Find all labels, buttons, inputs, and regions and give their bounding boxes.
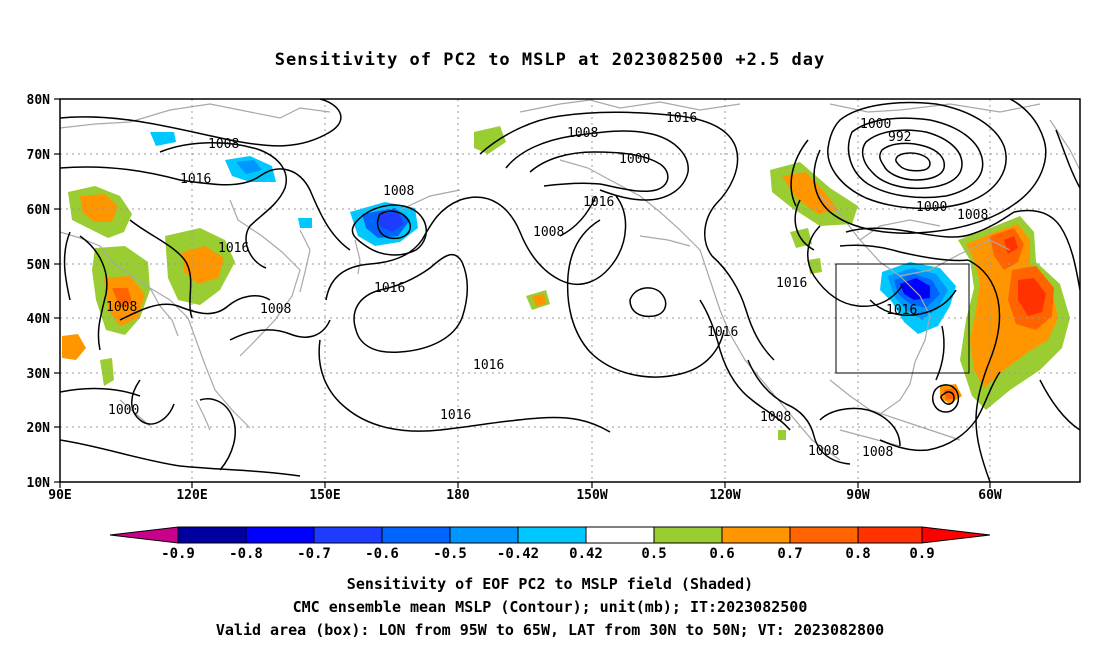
colorbar: -0.9 -0.8 -0.7 -0.6 -0.5 -0.42 0.42 0.5 … [109, 526, 991, 562]
colorbar-swatch [857, 526, 923, 544]
lat-tick-label: 70N [27, 148, 51, 163]
contour-label: 1016 [374, 281, 405, 296]
contour-label: 992 [888, 130, 911, 145]
colorbar-tick-label: -0.42 [497, 546, 539, 562]
contour-label: 1008 [567, 126, 598, 141]
colorbar-tick-label: 0.7 [777, 546, 802, 562]
contour-label: 1016 [218, 241, 249, 256]
colorbar-swatch [449, 526, 519, 544]
lat-tick-label: 20N [27, 421, 51, 436]
lon-tick-label: 90E [48, 488, 71, 503]
contour-label: 1000 [619, 152, 650, 167]
colorbar-swatch [245, 526, 315, 544]
colorbar-tick-label: -0.7 [297, 546, 331, 562]
lat-tick-label: 30N [27, 367, 51, 382]
lon-tick-label: 150E [309, 488, 340, 503]
valid-area-box [835, 263, 970, 374]
lon-tick-label: 90W [846, 488, 870, 503]
lon-tick-label: 180 [446, 488, 470, 503]
contour-label: 1008 [383, 184, 414, 199]
lat-tick-label: 50N [27, 258, 51, 273]
contour-label: 1008 [260, 302, 291, 317]
contour-label: 1008 [862, 445, 893, 460]
lon-tick-label: 120E [176, 488, 207, 503]
lat-tick-label: 60N [27, 203, 51, 218]
caption-valid-area: Valid area (box): LON from 95W to 65W, L… [215, 621, 885, 639]
colorbar-high-arrow [921, 526, 991, 544]
colorbar-tick-label: -0.9 [161, 546, 195, 562]
colorbar-swatch [381, 526, 451, 544]
contour-label: 1000 [860, 117, 891, 132]
contour-label-group: 1008 1016 1008 1016 1008 1000 1008 1016 … [106, 111, 988, 460]
contour-label: 1008 [106, 300, 137, 315]
colorbar-swatch [517, 526, 587, 544]
colorbar-swatch [585, 526, 655, 544]
contour-label: 1016 [440, 408, 471, 423]
contour-label: 1000 [916, 200, 947, 215]
axis-ticks [54, 98, 991, 488]
colorbar-swatch [313, 526, 383, 544]
plot-frame [59, 98, 1081, 483]
caption-shading: Sensitivity of EOF PC2 to MSLP field (Sh… [346, 575, 754, 593]
caption-contour: CMC ensemble mean MSLP (Contour); unit(m… [292, 598, 808, 616]
contour-label: 1008 [533, 225, 564, 240]
contour-label: 1008 [957, 208, 988, 223]
colorbar-tick-label: 0.6 [709, 546, 734, 562]
colorbar-tick-label: 0.8 [845, 546, 870, 562]
colorbar-swatch [789, 526, 859, 544]
colorbar-tick-label: -0.5 [433, 546, 467, 562]
lon-tick-labels: 90E 120E 150E 180 150W 120W 90W 60W [48, 488, 1002, 503]
contour-label: 1000 [108, 403, 139, 418]
colorbar-swatch [653, 526, 723, 544]
colorbar-swatch [177, 526, 247, 544]
mslp-contours [60, 99, 1080, 482]
lat-tick-labels: 80N 70N 60N 50N 40N 30N 20N 10N [27, 93, 51, 491]
chart-title: Sensitivity of PC2 to MSLP at 2023082500… [274, 50, 826, 70]
lat-tick-label: 10N [27, 476, 51, 491]
contour-label: 1008 [760, 410, 791, 425]
gridlines [60, 99, 1080, 482]
colorbar-low-arrow [109, 526, 179, 544]
lat-tick-label: 80N [27, 93, 51, 108]
contour-label: 1016 [886, 303, 917, 318]
contour-label: 1008 [808, 444, 839, 459]
contour-label: 1016 [707, 325, 738, 340]
contour-label: 1016 [666, 111, 697, 126]
colorbar-tick-label: 0.42 [569, 546, 603, 562]
contour-label: 1016 [776, 276, 807, 291]
lat-tick-label: 40N [27, 312, 51, 327]
colorbar-tick-label: 0.9 [909, 546, 934, 562]
lon-tick-label: 120W [709, 488, 740, 503]
lon-tick-label: 60W [978, 488, 1002, 503]
contour-label: 1016 [473, 358, 504, 373]
colorbar-tick-label: -0.6 [365, 546, 399, 562]
contour-label: 1016 [583, 195, 614, 210]
colorbar-swatch [721, 526, 791, 544]
colorbar-tick-label: -0.8 [229, 546, 263, 562]
colorbar-tick-label: 0.5 [641, 546, 666, 562]
contour-label: 1016 [180, 172, 211, 187]
lon-tick-label: 150W [576, 488, 607, 503]
contour-label: 1008 [208, 137, 239, 152]
